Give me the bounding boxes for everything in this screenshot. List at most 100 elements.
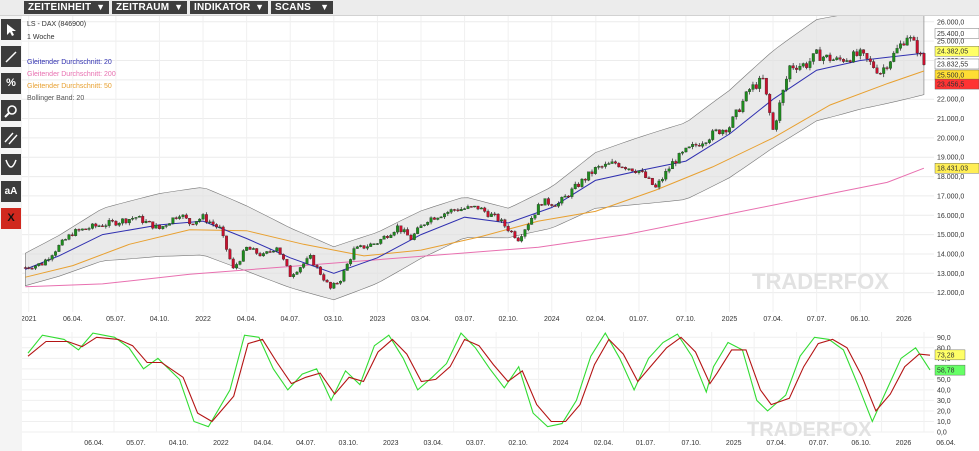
candle bbox=[543, 198, 547, 206]
osc-y-tick-label: 40,0 bbox=[937, 387, 951, 394]
candle bbox=[318, 266, 322, 275]
y-tick-label: 16.000,0 bbox=[937, 213, 964, 220]
x-tick-label: 07.04. bbox=[763, 316, 783, 323]
y-tick-label: 25.000,0 bbox=[937, 39, 964, 46]
candle bbox=[624, 167, 627, 170]
candle bbox=[570, 188, 574, 197]
candle bbox=[771, 112, 775, 130]
candle bbox=[87, 228, 91, 230]
menu-zeiteinheit[interactable]: ZEITEINHEIT ▼ bbox=[24, 1, 109, 14]
sma20-tag-bg bbox=[934, 46, 979, 57]
candle bbox=[845, 60, 849, 62]
zoom-tool-button[interactable] bbox=[1, 100, 21, 121]
menu-indikator[interactable]: INDIKATOR ▼ bbox=[190, 1, 268, 14]
y-tick-label: 20.000,0 bbox=[937, 135, 964, 142]
candle bbox=[637, 170, 641, 173]
price-chart[interactable]: TRADERFOX 12.000,0 13.000,0 14.000,0 15.000… bbox=[22, 16, 979, 326]
candle bbox=[111, 220, 114, 222]
menu-scans[interactable]: SCANS ▼ bbox=[271, 1, 333, 14]
candle bbox=[453, 209, 456, 211]
parallel-tool-button[interactable] bbox=[1, 127, 21, 148]
watermark: TRADERFOX bbox=[752, 269, 889, 294]
candle bbox=[888, 61, 892, 69]
y-tick-label: 18.000,0 bbox=[937, 174, 964, 181]
candle bbox=[235, 264, 239, 269]
candle bbox=[738, 109, 741, 113]
candle bbox=[788, 65, 792, 80]
candle bbox=[292, 274, 296, 277]
candle bbox=[379, 239, 383, 244]
candle bbox=[533, 214, 537, 219]
candle bbox=[389, 235, 393, 238]
candle bbox=[751, 84, 755, 90]
candle bbox=[225, 235, 228, 250]
candle bbox=[312, 255, 316, 266]
candle bbox=[842, 59, 845, 62]
candle bbox=[798, 65, 802, 70]
candle bbox=[352, 248, 356, 260]
osc-x-tick-label: 04.07. bbox=[296, 440, 316, 447]
candle bbox=[687, 146, 691, 149]
candle bbox=[701, 143, 705, 147]
candle bbox=[707, 139, 711, 143]
legend-bollinger: Bollinger Band: 20 bbox=[27, 95, 84, 102]
candle bbox=[127, 219, 131, 224]
candle bbox=[305, 258, 309, 264]
percent-tool-button[interactable]: % bbox=[1, 73, 21, 94]
candle bbox=[818, 49, 822, 61]
candle bbox=[345, 263, 349, 271]
candle bbox=[774, 120, 778, 130]
candle bbox=[892, 52, 896, 62]
cursor-tool-button[interactable] bbox=[1, 19, 21, 40]
stoch-k-line bbox=[27, 332, 931, 428]
candle bbox=[422, 224, 426, 226]
candle bbox=[630, 168, 634, 172]
osc-x-tick-label: 06.04. bbox=[936, 440, 956, 447]
candle bbox=[603, 163, 607, 167]
delete-tool-button[interactable]: X bbox=[1, 208, 21, 229]
candle bbox=[215, 224, 218, 228]
candle bbox=[339, 280, 342, 284]
candle bbox=[37, 263, 41, 266]
candle bbox=[268, 251, 272, 253]
osc-x-tick-label: 02.04. bbox=[594, 440, 614, 447]
candle bbox=[915, 40, 919, 54]
menu-indikator-label: INDIKATOR bbox=[194, 2, 251, 13]
line-tool-button[interactable] bbox=[1, 46, 21, 67]
candle bbox=[808, 61, 812, 68]
candle bbox=[785, 78, 788, 91]
candle bbox=[905, 37, 909, 46]
candle bbox=[486, 211, 490, 217]
curve-tool-button[interactable] bbox=[1, 154, 21, 175]
candle bbox=[278, 247, 282, 255]
candle bbox=[171, 217, 175, 224]
candle bbox=[677, 153, 681, 164]
stoch-k-tag-bg bbox=[934, 364, 966, 376]
candle bbox=[30, 268, 34, 270]
candle bbox=[510, 230, 513, 233]
candle bbox=[479, 207, 483, 210]
candle bbox=[540, 204, 544, 206]
candle bbox=[47, 259, 51, 261]
candle bbox=[228, 249, 232, 260]
stochastic-chart[interactable]: TRADERFOX 0,010,020,030,040,050,060,070,… bbox=[22, 328, 979, 451]
candle bbox=[272, 251, 275, 253]
price-tags: 25.400,0 24.382,05 23.832,55 25.500,0 23.456… bbox=[934, 28, 979, 174]
candle bbox=[443, 213, 446, 218]
candle bbox=[734, 109, 738, 117]
watermark-lower: TRADERFOX bbox=[747, 419, 872, 441]
candle bbox=[325, 280, 329, 283]
candle bbox=[151, 221, 155, 229]
sma200-line bbox=[25, 167, 925, 288]
osc-x-tick-label: 06.04. bbox=[84, 440, 104, 447]
candle bbox=[473, 205, 477, 208]
text-tool-button[interactable]: aA bbox=[1, 181, 21, 202]
y-tick-label: 19.000,0 bbox=[937, 155, 964, 162]
candle bbox=[208, 221, 212, 224]
candle bbox=[134, 217, 138, 219]
osc-x-tick-label: 07.04. bbox=[766, 440, 786, 447]
candle bbox=[919, 52, 923, 55]
candle bbox=[64, 239, 68, 241]
candle bbox=[369, 243, 373, 247]
menu-zeitraum[interactable]: ZEITRAUM ▼ bbox=[112, 1, 187, 14]
